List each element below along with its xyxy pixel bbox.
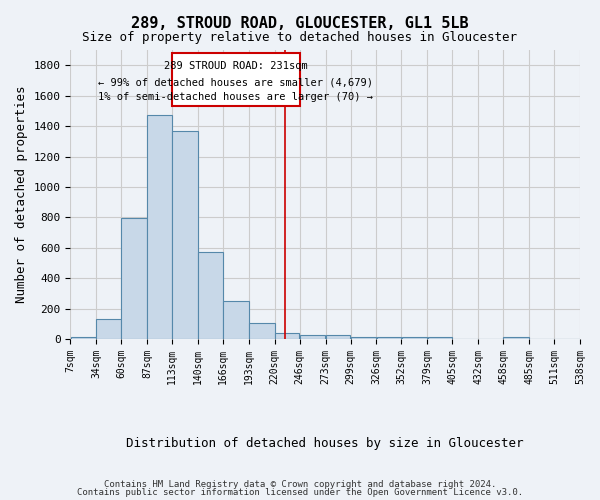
Bar [97, 320, 121, 339]
Text: 289 STROUD ROAD: 231sqm: 289 STROUD ROAD: 231sqm [164, 62, 308, 72]
Bar [71, 337, 96, 339]
Bar [121, 218, 147, 339]
Bar [326, 334, 350, 339]
Bar [249, 322, 275, 339]
Text: Contains public sector information licensed under the Open Government Licence v3: Contains public sector information licen… [77, 488, 523, 497]
FancyBboxPatch shape [172, 53, 300, 106]
Bar [198, 252, 223, 339]
Bar [401, 337, 427, 339]
Text: 289, STROUD ROAD, GLOUCESTER, GL1 5LB: 289, STROUD ROAD, GLOUCESTER, GL1 5LB [131, 16, 469, 31]
Y-axis label: Number of detached properties: Number of detached properties [15, 86, 28, 304]
Bar [377, 337, 401, 339]
Bar [148, 114, 172, 339]
Bar [275, 334, 299, 339]
Bar [223, 301, 248, 339]
Text: Size of property relative to detached houses in Gloucester: Size of property relative to detached ho… [83, 31, 517, 44]
Text: Contains HM Land Registry data © Crown copyright and database right 2024.: Contains HM Land Registry data © Crown c… [104, 480, 496, 489]
Text: ← 99% of detached houses are smaller (4,679): ← 99% of detached houses are smaller (4,… [98, 78, 373, 88]
X-axis label: Distribution of detached houses by size in Gloucester: Distribution of detached houses by size … [127, 437, 524, 450]
Bar [300, 334, 325, 339]
Bar [351, 337, 376, 339]
Bar [172, 130, 198, 339]
Bar [428, 337, 452, 339]
Text: 1% of semi-detached houses are larger (70) →: 1% of semi-detached houses are larger (7… [98, 92, 373, 102]
Bar [503, 337, 529, 339]
